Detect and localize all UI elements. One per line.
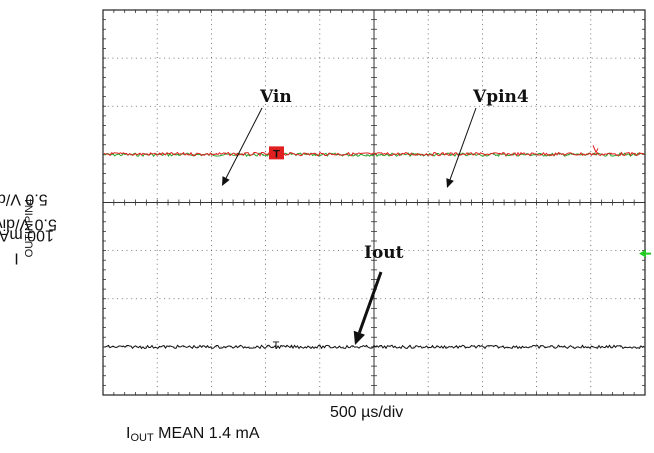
plot-frame [102,9,646,396]
annotation-vin: Vin [259,87,292,107]
annotation-arrow-vin [225,107,263,179]
annotation-arrowhead-iout [353,330,366,345]
trace-iout [103,344,645,350]
mean-current-note: IOUT MEAN 1.4 mA [126,425,260,444]
annotation-arrow-vpin4 [449,107,477,180]
vpin4-marker [592,145,599,154]
annotation-vpin4: Vpin4 [472,87,529,107]
annotation-arrowhead-vpin4 [446,178,454,188]
time-reference-marker: T [273,340,280,352]
trace-vpin4 [103,151,645,157]
annotation-arrow-iout [357,271,383,334]
annotation-arrowhead-vin [222,176,230,186]
trigger-label: T [273,148,280,160]
x-axis-label: 500 µs/div [330,404,404,421]
ground-level-marker [639,249,646,258]
trigger-marker [269,146,284,160]
annotation-iout: Iout [364,243,404,263]
